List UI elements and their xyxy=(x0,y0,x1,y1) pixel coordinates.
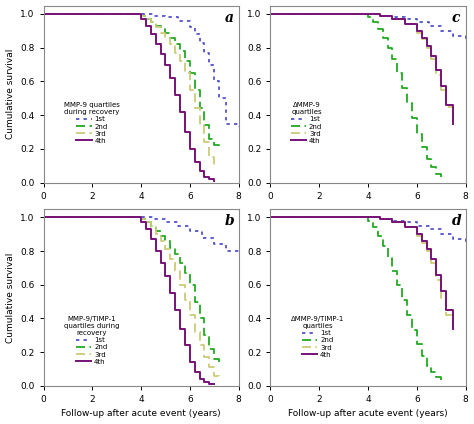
Text: a: a xyxy=(225,11,234,25)
Text: d: d xyxy=(452,214,462,228)
Text: b: b xyxy=(225,214,235,228)
Y-axis label: Cumulative survival: Cumulative survival xyxy=(6,49,15,139)
Legend: 1st, 2nd, 3rd, 4th: 1st, 2nd, 3rd, 4th xyxy=(63,315,121,366)
Legend: 1st, 2nd, 3rd, 4th: 1st, 2nd, 3rd, 4th xyxy=(290,101,324,145)
Text: c: c xyxy=(452,11,460,25)
X-axis label: Follow-up after acute event (years): Follow-up after acute event (years) xyxy=(61,410,221,418)
X-axis label: Follow-up after acute event (years): Follow-up after acute event (years) xyxy=(288,410,448,418)
Legend: 1st, 2nd, 3rd, 4th: 1st, 2nd, 3rd, 4th xyxy=(63,101,121,145)
Legend: 1st, 2nd, 3rd, 4th: 1st, 2nd, 3rd, 4th xyxy=(290,315,346,359)
Y-axis label: Cumulative survival: Cumulative survival xyxy=(6,252,15,343)
